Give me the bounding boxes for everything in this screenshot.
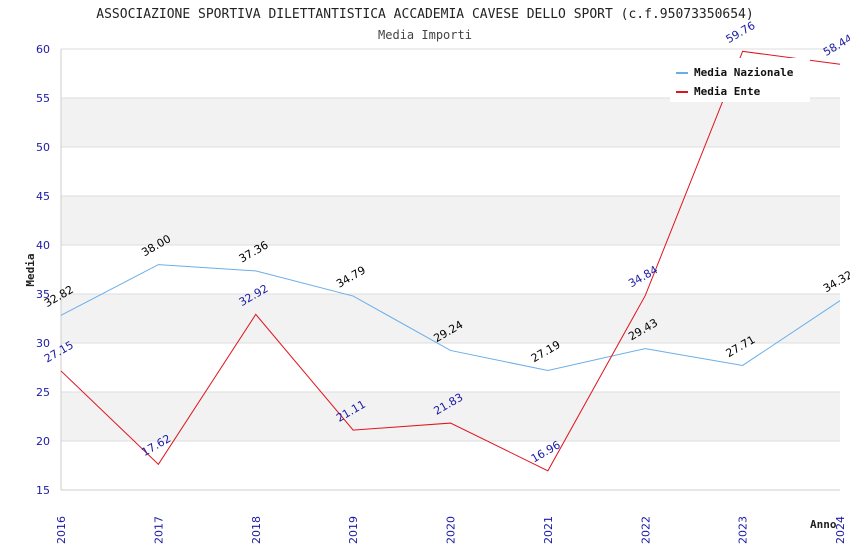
grid-band [61, 245, 840, 294]
y-tick-label: 35 [36, 288, 50, 301]
x-tick-label: 2021 [542, 516, 555, 544]
x-tick-label: 2024 [834, 516, 847, 544]
y-tick-label: 50 [36, 141, 50, 154]
grid-band [61, 392, 840, 441]
x-axis: 2016 2017 2018 2019 2020 2021 2022 2023 2024 [55, 516, 847, 544]
y-tick-label: 60 [36, 43, 50, 56]
series-lines [60, 50, 841, 472]
grid-band [61, 196, 840, 245]
chart-title: ASSOCIAZIONE SPORTIVA DILETTANTISTICA AC… [96, 7, 753, 22]
legend-box [670, 58, 810, 102]
x-tick-label: 2017 [152, 516, 165, 544]
grid-band [61, 294, 840, 343]
x-tick-label: 2019 [347, 516, 360, 544]
x-tick-label: 2020 [445, 516, 458, 544]
y-tick-label: 20 [36, 435, 50, 448]
data-label: 59.76 [724, 19, 758, 46]
series-line-media-nazionale [60, 264, 841, 372]
y-tick-label: 30 [36, 337, 50, 350]
grid-band [61, 98, 840, 147]
x-axis-label: Anno [810, 518, 837, 531]
chart-subtitle: Media Importi [378, 28, 472, 42]
y-tick-label: 45 [36, 190, 50, 203]
y-tick-label: 55 [36, 92, 50, 105]
x-tick-label: 2023 [737, 516, 750, 544]
plot-background [60, 48, 840, 491]
legend-label: Media Ente [694, 85, 761, 98]
legend-label: Media Nazionale [694, 66, 794, 79]
grid-band [61, 343, 840, 392]
y-axis-label: Media [24, 253, 37, 286]
grid-band [61, 147, 840, 196]
x-tick-label: 2016 [55, 516, 68, 544]
series-line-media-ente [60, 50, 841, 472]
y-tick-label: 15 [36, 484, 50, 497]
x-tick-label: 2018 [250, 516, 263, 544]
grid-band [61, 441, 840, 490]
y-axis: 15 20 25 30 35 40 45 50 55 60 [36, 43, 50, 497]
legend: Media Nazionale Media Ente [670, 58, 810, 102]
y-tick-label: 40 [36, 239, 50, 252]
y-tick-label: 25 [36, 386, 50, 399]
x-tick-label: 2022 [639, 516, 652, 544]
